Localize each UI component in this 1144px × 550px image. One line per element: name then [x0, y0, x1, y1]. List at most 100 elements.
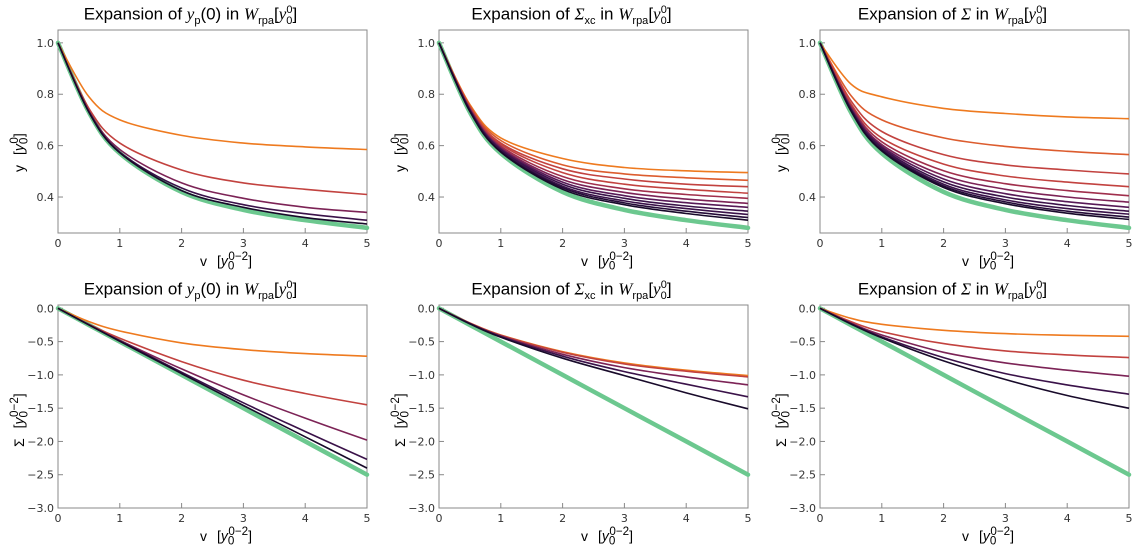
x-axis-symbol: v	[581, 252, 588, 269]
x-axis-bracket-close: ]	[1010, 527, 1015, 544]
x-tick-label: 0	[817, 237, 824, 250]
title-y0-sup: 0	[1036, 4, 1043, 16]
plot-area: 0 1 2 3 4 5 0.4 0.6 0.8 1.0	[37, 29, 371, 250]
title-middle: in	[971, 279, 994, 299]
y-axis-symbol: Σ	[10, 437, 27, 447]
title-y0-sub: 0	[1036, 290, 1043, 303]
title-w-sub: rpa	[1007, 15, 1024, 28]
series-curve	[819, 307, 1130, 359]
title-middle: (0) in	[200, 4, 244, 24]
title-w-sub: rpa	[632, 15, 649, 28]
y-tick-label: −3.0	[408, 502, 435, 515]
y-axis-unit-sup: 0−2	[8, 396, 21, 417]
plot-frame	[438, 304, 749, 509]
x-axis-symbol: v	[581, 527, 588, 544]
title-y0: y	[1028, 279, 1037, 299]
title-y0-sub: 0	[660, 290, 667, 303]
x-tick-label: 1	[878, 512, 885, 525]
y-tick-label: 1.0	[37, 37, 55, 50]
x-axis-bracket-open: [	[217, 527, 221, 544]
y-tick-label: 0.6	[799, 140, 817, 153]
plot-frame	[819, 304, 1130, 509]
x-tick-label: 4	[302, 237, 309, 250]
y-axis-bracket-open: [	[10, 150, 27, 155]
series-curve	[57, 307, 368, 469]
series-curve	[57, 42, 368, 221]
y-axis-bracket-close: ]	[391, 132, 408, 137]
title-y0: y	[653, 4, 661, 24]
y-tick-label: −1.0	[27, 369, 54, 382]
title-symbol-sub: p	[194, 290, 201, 303]
x-axis-unit-base: y	[982, 252, 990, 269]
x-axis-unit-base: y	[982, 527, 990, 544]
title-y0: y	[1028, 4, 1037, 24]
x-axis-label: v [y00−2]	[200, 250, 252, 272]
plot-area: 0 1 2 3 4 5 0.4 0.6 0.8 1.0	[799, 29, 1133, 250]
x-axis-unit-sup: 0−2	[609, 525, 630, 538]
title-w-sub: rpa	[1007, 290, 1024, 303]
x-tick-label: 0	[817, 512, 824, 525]
series-curve	[438, 307, 749, 410]
title-prefix: Expansion of	[857, 279, 961, 299]
y-axis-bracket-close: ]	[391, 392, 408, 397]
x-tick-label: 4	[1064, 512, 1071, 525]
title-w-sub: rpa	[258, 15, 274, 28]
x-tick-label: 4	[1064, 237, 1071, 250]
x-tick-label: 3	[1002, 237, 1009, 250]
x-axis-unit-base: y	[601, 527, 609, 544]
x-axis-unit-base: y	[601, 252, 609, 269]
reference-curve	[436, 306, 751, 477]
y-tick-label: −0.5	[27, 336, 54, 349]
y-axis-unit-base: y	[10, 416, 27, 424]
series-curve	[57, 307, 368, 441]
x-axis-symbol: v	[200, 252, 207, 269]
series-curve	[819, 307, 1130, 338]
title-y0-sub: 0	[1036, 15, 1043, 28]
series-curve	[438, 307, 749, 398]
y-tick-label: 0.0	[418, 302, 436, 315]
x-axis-bracket-open: [	[598, 252, 602, 269]
x-axis-bracket-open: [	[598, 527, 602, 544]
series-curve	[819, 307, 1130, 409]
y-tick-label: 0.8	[37, 88, 55, 101]
x-tick-label: 3	[621, 512, 628, 525]
y-axis-symbol: y	[772, 164, 789, 172]
title-symbol: Σ	[574, 279, 585, 299]
y-axis-label: y[y00]	[770, 112, 792, 172]
series-curve	[438, 42, 749, 221]
x-axis-unit-sup: 0−2	[609, 250, 630, 263]
x-tick-label: 3	[240, 512, 247, 525]
series-curve	[438, 307, 749, 377]
y-tick-label: −1.5	[27, 402, 54, 415]
x-tick-label: 3	[621, 237, 628, 250]
series-curve	[438, 42, 749, 182]
title-bracket-open: [	[1023, 279, 1029, 299]
title-y0-sup: 0	[1036, 279, 1043, 291]
title-prefix: Expansion of	[83, 4, 187, 24]
y-axis-unit-sup: 0	[770, 136, 783, 144]
title-middle: in	[595, 4, 619, 24]
title-bracket-close: ]	[666, 279, 672, 299]
title-w: W	[618, 4, 633, 24]
plot-frame	[57, 29, 368, 234]
x-axis-label: v [y00−2]	[581, 250, 633, 272]
x-axis-label: v [y00−2]	[581, 525, 633, 547]
y-tick-label: 0.8	[418, 88, 436, 101]
y-axis-label: Σ[y00−2]	[8, 387, 30, 447]
y-tick-label: −1.5	[789, 402, 816, 415]
x-tick-label: 3	[1002, 512, 1009, 525]
y-axis-label: y[y00]	[389, 112, 411, 172]
chart-title: Expansion of Σ in Wrpa[y00]	[762, 279, 1143, 302]
title-bracket-open: [	[1023, 4, 1029, 24]
y-tick-label: 0.4	[418, 191, 436, 204]
plot-area: 0 1 2 3 4 5 0.4 0.6 0.8 1.0	[418, 29, 752, 250]
title-bracket-open: [	[273, 4, 279, 24]
chart-panel: Expansion of yp(0) in Wrpa[y00] 0 1 2 3 4 5 0.4…	[0, 0, 381, 275]
x-tick-label: 1	[878, 237, 885, 250]
series-curve	[819, 42, 1130, 175]
title-symbol-sub: xc	[584, 15, 596, 28]
y-axis-bracket-open: [	[772, 150, 789, 155]
title-y0: y	[653, 279, 661, 299]
title-w: W	[993, 279, 1008, 299]
